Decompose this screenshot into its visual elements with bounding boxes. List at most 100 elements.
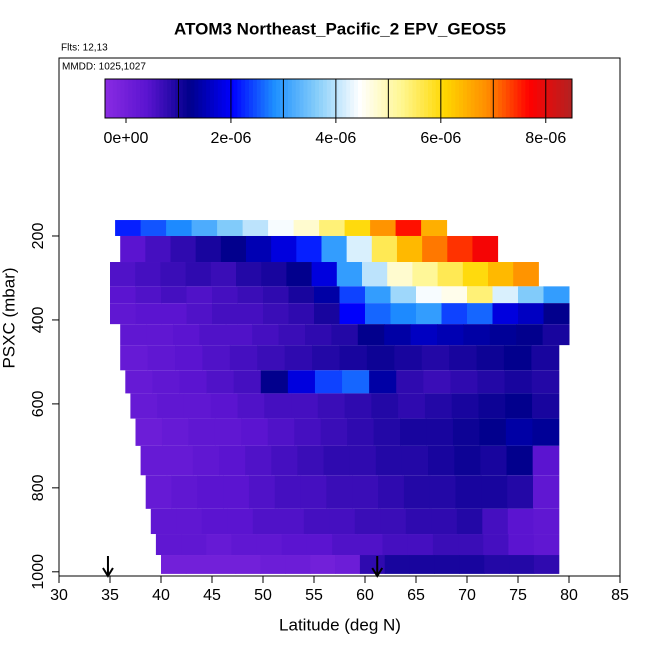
cell bbox=[344, 393, 372, 419]
colorbar-swatch bbox=[182, 79, 188, 118]
colorbar-tick-label: 2e-06 bbox=[210, 130, 251, 147]
cell bbox=[110, 286, 136, 304]
colorbar-swatch bbox=[536, 79, 542, 118]
cell bbox=[488, 262, 514, 287]
colorbar-swatch bbox=[268, 79, 273, 118]
cell bbox=[455, 475, 482, 509]
colorbar-swatch bbox=[291, 79, 297, 118]
cell bbox=[212, 303, 238, 325]
colorbar-swatch bbox=[463, 79, 468, 118]
cell bbox=[147, 345, 176, 371]
colorbar-swatch bbox=[494, 79, 499, 118]
cell bbox=[161, 555, 187, 574]
colorbar-swatch bbox=[217, 79, 223, 118]
cell bbox=[531, 370, 560, 394]
cell bbox=[261, 262, 287, 287]
cell bbox=[354, 508, 381, 535]
cell bbox=[543, 286, 570, 304]
cell bbox=[170, 235, 197, 263]
plot-frame bbox=[58, 57, 621, 577]
colorbar-swatch bbox=[400, 79, 406, 118]
colorbar-swatch bbox=[132, 79, 137, 118]
cell bbox=[314, 286, 340, 304]
cell bbox=[267, 418, 295, 446]
cell bbox=[441, 286, 468, 304]
colorbar-swatch bbox=[548, 79, 554, 118]
cell bbox=[161, 286, 187, 304]
y-tick-label: 200 bbox=[30, 223, 47, 250]
cell bbox=[508, 534, 535, 556]
cell bbox=[278, 324, 306, 346]
colorbar-swatch bbox=[412, 79, 417, 118]
colorbar-swatch bbox=[474, 79, 480, 118]
colorbar-swatch bbox=[322, 79, 328, 118]
cell bbox=[369, 370, 397, 394]
cell bbox=[503, 345, 532, 371]
flights-note: Flts: 12,13 bbox=[61, 43, 108, 54]
cell bbox=[220, 235, 247, 263]
cell bbox=[181, 534, 207, 556]
x-tick-label: 45 bbox=[203, 587, 221, 604]
cell bbox=[217, 220, 244, 236]
colorbar-swatch bbox=[568, 79, 573, 118]
cell bbox=[472, 235, 499, 263]
cell bbox=[210, 555, 237, 574]
x-tick-label: 30 bbox=[50, 587, 68, 604]
cell bbox=[441, 303, 468, 325]
cell bbox=[410, 324, 438, 346]
colorbar-tick-label: 4e-06 bbox=[315, 130, 356, 147]
colorbar-swatch bbox=[198, 79, 203, 118]
cell bbox=[390, 303, 417, 325]
x-tick-label: 80 bbox=[560, 587, 578, 604]
cell bbox=[223, 475, 250, 509]
cell bbox=[206, 534, 232, 556]
colorbar-swatch bbox=[505, 79, 511, 118]
colorbar-swatch bbox=[186, 79, 192, 118]
colorbar-swatch bbox=[350, 79, 355, 118]
cell bbox=[263, 286, 289, 304]
cell bbox=[329, 508, 356, 535]
y-axis-label: PSXC (mbar) bbox=[0, 267, 18, 368]
colorbar-swatch bbox=[256, 79, 262, 118]
cell bbox=[120, 235, 146, 263]
colorbar-swatch bbox=[284, 79, 289, 118]
colorbar-swatch bbox=[529, 79, 534, 118]
cell bbox=[384, 555, 411, 574]
cell bbox=[231, 534, 258, 556]
colorbar-swatch bbox=[334, 79, 339, 118]
colorbar-swatch bbox=[342, 79, 347, 118]
colorbar-swatch bbox=[311, 79, 316, 118]
cell bbox=[533, 534, 560, 556]
cell bbox=[291, 393, 319, 419]
colorbar-swatch bbox=[112, 79, 118, 118]
cell bbox=[115, 220, 142, 236]
colorbar-swatch bbox=[143, 79, 149, 118]
cell bbox=[237, 393, 265, 419]
cell bbox=[288, 303, 315, 325]
colorbar-swatch bbox=[544, 79, 550, 118]
colorbar-swatch bbox=[233, 79, 238, 118]
colorbar-swatch bbox=[264, 79, 269, 118]
cell bbox=[305, 324, 332, 346]
colorbar-swatch bbox=[280, 79, 285, 118]
cell bbox=[183, 393, 212, 419]
cell bbox=[281, 534, 308, 556]
colorbar-swatch bbox=[194, 79, 199, 118]
cell bbox=[212, 286, 238, 304]
cell bbox=[185, 262, 212, 287]
colorbar-swatch bbox=[272, 79, 277, 118]
colorbar-swatch bbox=[556, 79, 561, 118]
colorbar-swatch bbox=[167, 79, 172, 118]
cell bbox=[359, 555, 386, 574]
cell bbox=[319, 220, 346, 236]
colorbar-swatch bbox=[136, 79, 141, 118]
cell bbox=[447, 235, 473, 263]
cell bbox=[454, 445, 481, 476]
colorbar-swatch bbox=[128, 79, 133, 118]
colorbar-swatch bbox=[202, 79, 207, 118]
colorbar-swatch bbox=[105, 79, 110, 118]
colorbar-swatch bbox=[447, 79, 452, 118]
cell bbox=[135, 303, 162, 325]
cell bbox=[331, 324, 359, 346]
